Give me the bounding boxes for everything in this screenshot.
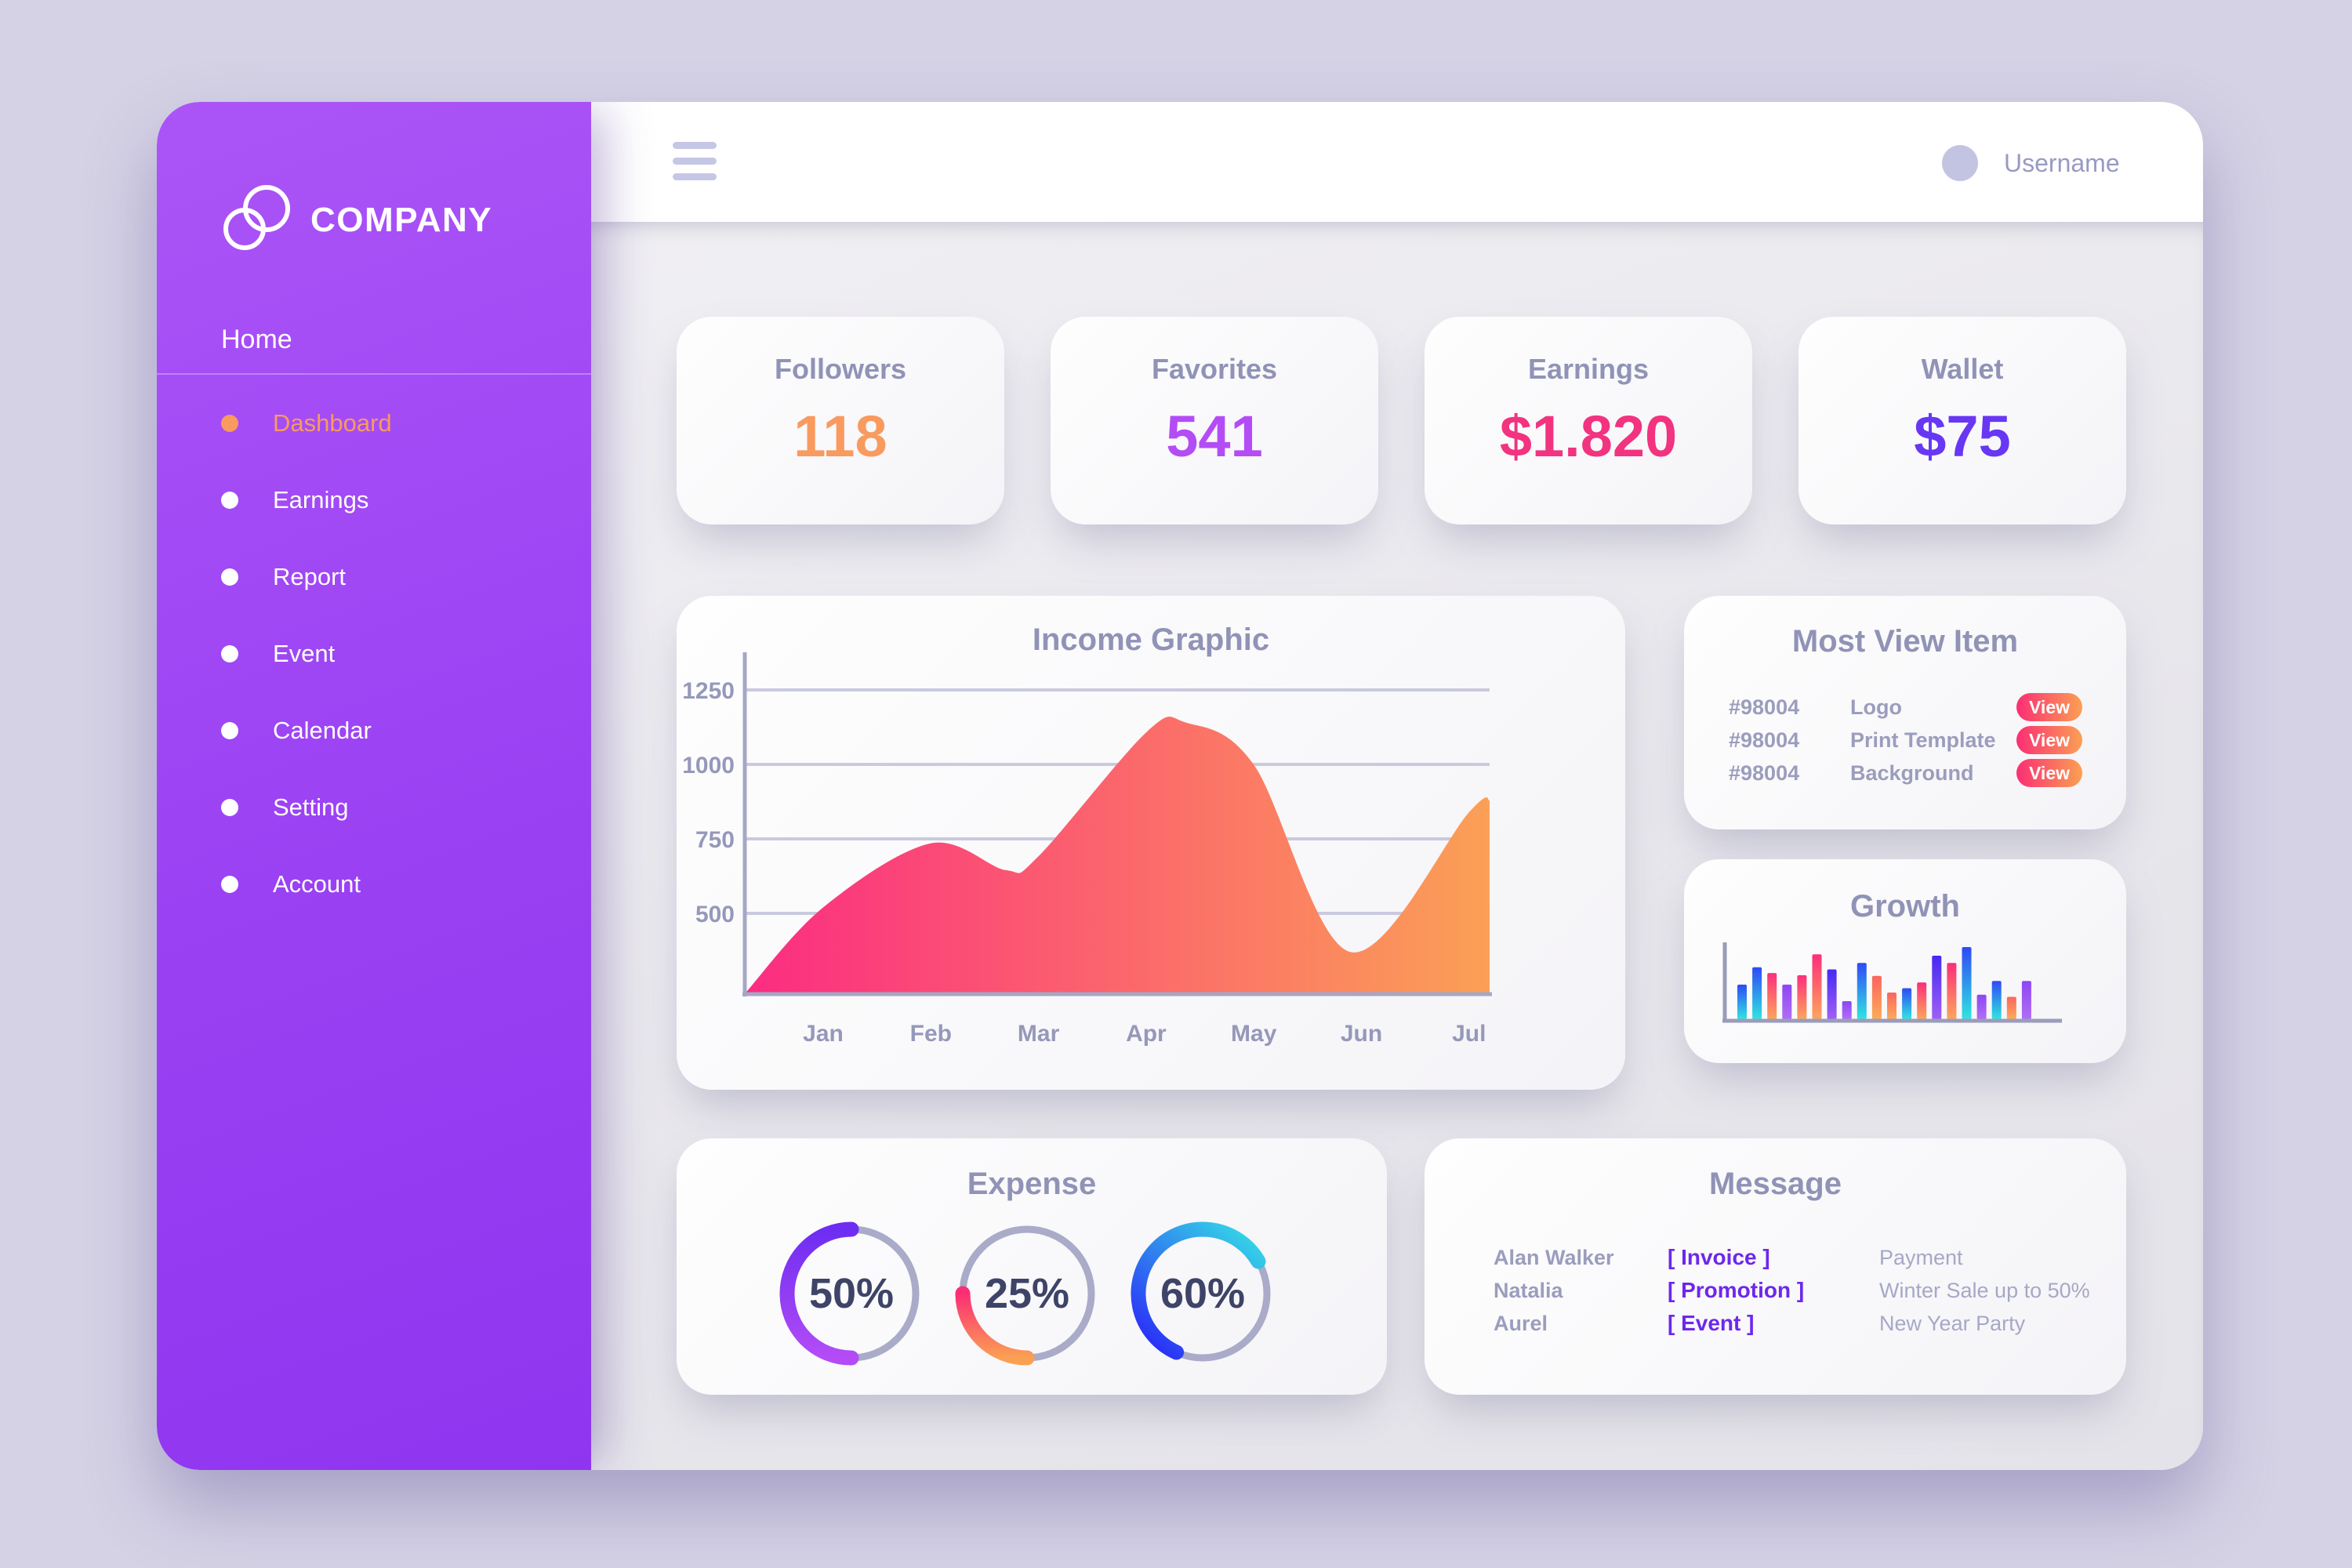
menu-hamburger-icon[interactable] [673, 142, 717, 189]
sidebar-item-label: Event [273, 640, 336, 667]
stat-card-favorites: Favorites 541 [1051, 317, 1378, 524]
stat-card-wallet: Wallet $75 [1798, 317, 2126, 524]
stat-value: 118 [793, 404, 887, 469]
stat-title: Earnings [1527, 353, 1650, 385]
svg-text:Feb: Feb [910, 1021, 952, 1047]
svg-text:1250: 1250 [682, 678, 735, 704]
message-tag: [ Event ] [1668, 1311, 1755, 1335]
stat-card-earnings: Earnings $1.820 [1425, 317, 1752, 524]
table-row: #98004 Background View [1684, 757, 2126, 789]
svg-text:Jan: Jan [803, 1021, 844, 1047]
view-button[interactable]: View [2016, 693, 2082, 721]
view-button[interactable]: View [2016, 726, 2082, 754]
bullet-icon [221, 799, 238, 816]
growth-panel: Growth [1684, 859, 2126, 1063]
sender-name: Alan Walker [1494, 1246, 1614, 1269]
panel-title: Most View Item [1791, 624, 2019, 659]
item-name: Logo [1850, 695, 1902, 719]
username-label[interactable]: Username [2004, 149, 2120, 177]
donut-chart-50: 50% [773, 1215, 930, 1372]
sidebar-item-label: Report [273, 563, 347, 590]
sidebar-item-account[interactable]: Account [157, 846, 591, 923]
bullet-icon [221, 492, 238, 509]
bullet-icon [221, 876, 238, 893]
item-id: #98004 [1729, 761, 1800, 785]
donut-chart-60: 60% [1124, 1215, 1281, 1372]
sidebar-item-event[interactable]: Event [157, 615, 591, 692]
donut-percent: 60% [1160, 1270, 1246, 1317]
company-logo-icon [223, 185, 290, 250]
message-text: Payment [1879, 1246, 1963, 1269]
company-name: COMPANY [310, 201, 493, 239]
svg-text:750: 750 [695, 827, 735, 853]
growth-bar-chart [1722, 942, 2062, 1023]
income-area-chart: 1250 1000 750 500 Jan Feb Mar Apr May Jun Jul [682, 652, 1492, 1047]
table-row: #98004 Print Template View [1684, 724, 2126, 757]
list-item[interactable]: Alan Walker [ Invoice ] Payment [1425, 1241, 2126, 1274]
bullet-icon [221, 415, 238, 432]
panel-title: Expense [967, 1167, 1097, 1201]
message-panel: Message Alan Walker [ Invoice ] Payment … [1425, 1138, 2126, 1395]
item-name: Background [1850, 761, 1974, 785]
svg-text:May: May [1231, 1021, 1277, 1047]
list-item[interactable]: Aurel [ Event ] New Year Party [1425, 1307, 2126, 1340]
message-text: New Year Party [1879, 1312, 2026, 1335]
stat-title: Followers [774, 353, 907, 385]
sender-name: Natalia [1494, 1279, 1563, 1302]
bullet-icon [221, 722, 238, 739]
stat-title: Favorites [1151, 353, 1278, 385]
view-button[interactable]: View [2016, 759, 2082, 787]
sidebar-item-label: Earnings [273, 486, 369, 514]
bullet-icon [221, 568, 238, 586]
sidebar-item-label: Calendar [273, 717, 372, 744]
panel-title: Income Graphic [1032, 622, 1270, 657]
svg-text:Jun: Jun [1341, 1021, 1382, 1047]
item-name: Print Template [1850, 728, 1996, 752]
stat-value: 541 [1166, 404, 1263, 469]
sidebar-item-label: Account [273, 870, 361, 898]
item-id: #98004 [1729, 695, 1800, 719]
donut-percent: 50% [808, 1270, 895, 1317]
sidebar-item-earnings[interactable]: Earnings [157, 462, 591, 539]
svg-text:Apr: Apr [1126, 1021, 1167, 1047]
svg-text:500: 500 [695, 902, 735, 927]
sidebar-item-report[interactable]: Report [157, 539, 591, 615]
sidebar-menu: Dashboard Earnings Report Event Calendar [157, 385, 591, 923]
stat-title: Wallet [1921, 353, 2004, 385]
donut-chart-25: 25% [949, 1215, 1105, 1372]
sidebar-divider [157, 373, 591, 375]
list-item[interactable]: Natalia [ Promotion ] Winter Sale up to … [1425, 1274, 2126, 1307]
message-text: Winter Sale up to 50% [1879, 1279, 2090, 1302]
item-id: #98004 [1729, 728, 1800, 752]
sidebar-item-home[interactable]: Home [221, 325, 292, 354]
panel-title: Message [1709, 1167, 1842, 1201]
sidebar-item-label: Setting [273, 793, 349, 821]
panel-title: Growth [1850, 889, 1960, 924]
stat-card-followers: Followers 118 [677, 317, 1004, 524]
top-bar [591, 102, 2203, 222]
income-graphic-panel: 1250 1000 750 500 Jan Feb Mar Apr May Jun Jul Inco… [677, 596, 1625, 1090]
sidebar-item-label: Dashboard [273, 409, 392, 437]
message-tag: [ Promotion ] [1668, 1278, 1805, 1302]
donut-percent: 25% [984, 1270, 1070, 1317]
expense-panel: Expense 50% 25% 60% [677, 1138, 1387, 1395]
stat-value: $75 [1914, 404, 2011, 469]
sender-name: Aurel [1494, 1312, 1548, 1335]
most-view-item-panel: Most View Item #98004 Logo View #98004 P… [1684, 596, 2126, 829]
svg-text:Mar: Mar [1018, 1021, 1060, 1047]
bullet-icon [221, 645, 238, 662]
svg-text:1000: 1000 [682, 753, 735, 779]
sidebar-item-setting[interactable]: Setting [157, 769, 591, 846]
sidebar-item-dashboard[interactable]: Dashboard [157, 385, 591, 462]
sidebar-item-calendar[interactable]: Calendar [157, 692, 591, 769]
app-window: COMPANY Home Dashboard Earnings Report [157, 102, 2203, 1470]
avatar[interactable] [1942, 145, 1978, 181]
sidebar: COMPANY Home Dashboard Earnings Report [157, 102, 591, 1470]
svg-text:Jul: Jul [1452, 1021, 1486, 1047]
table-row: #98004 Logo View [1684, 691, 2126, 724]
stat-value: $1.820 [1499, 404, 1678, 469]
message-tag: [ Invoice ] [1668, 1245, 1770, 1269]
